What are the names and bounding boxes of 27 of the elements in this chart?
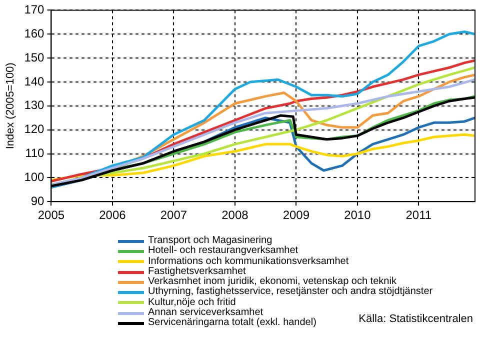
text: Källa: Statistikcentralen	[358, 313, 473, 325]
legend-label: Verkasmhet inom juridik, ekonomi, vetenskap och teknik	[148, 276, 396, 288]
x-tick-label: 2005	[38, 208, 65, 222]
legend-label: Kultur,nöje och fritid	[148, 296, 236, 308]
y-tick-label: 120	[24, 122, 45, 136]
y-tick-label: 140	[24, 74, 45, 88]
y-tick-label: 90	[30, 194, 45, 208]
legend-label: Annan serviceverksamhet	[148, 307, 264, 318]
legend-label: Fastighetsverksamhet	[148, 266, 246, 277]
legend-label: Informations och kommunikationsverksamhet	[148, 256, 349, 267]
y-tick-label: 130	[24, 98, 45, 112]
x-tick-label: 2007	[160, 208, 188, 222]
legend-label: Servicenäringarna totalt (exkl. handel)	[148, 317, 316, 329]
legend-label: Hotell- och restaurangverksamhet	[148, 245, 298, 256]
y-tick-label: 170	[24, 2, 45, 17]
y-tick-label: 110	[25, 146, 45, 160]
y-tick-label: 100	[24, 170, 45, 184]
x-tick-label: 2011	[406, 208, 432, 222]
y-axis-title: Index (2005=100)	[4, 62, 17, 150]
x-tick-label: 2009	[282, 208, 310, 222]
x-tick-label: 2008	[222, 208, 249, 222]
y-tick-label: 150	[24, 50, 45, 64]
x-tick-label: 2006	[99, 208, 126, 222]
x-tick-label: 2010	[344, 208, 372, 222]
legend-label: Transport och Magasinering	[148, 235, 272, 246]
legend-label: Uthyrning, fastighetsservice, resetjänster och andra stöjdtjänster	[148, 286, 433, 298]
y-tick-label: 160	[24, 26, 45, 40]
